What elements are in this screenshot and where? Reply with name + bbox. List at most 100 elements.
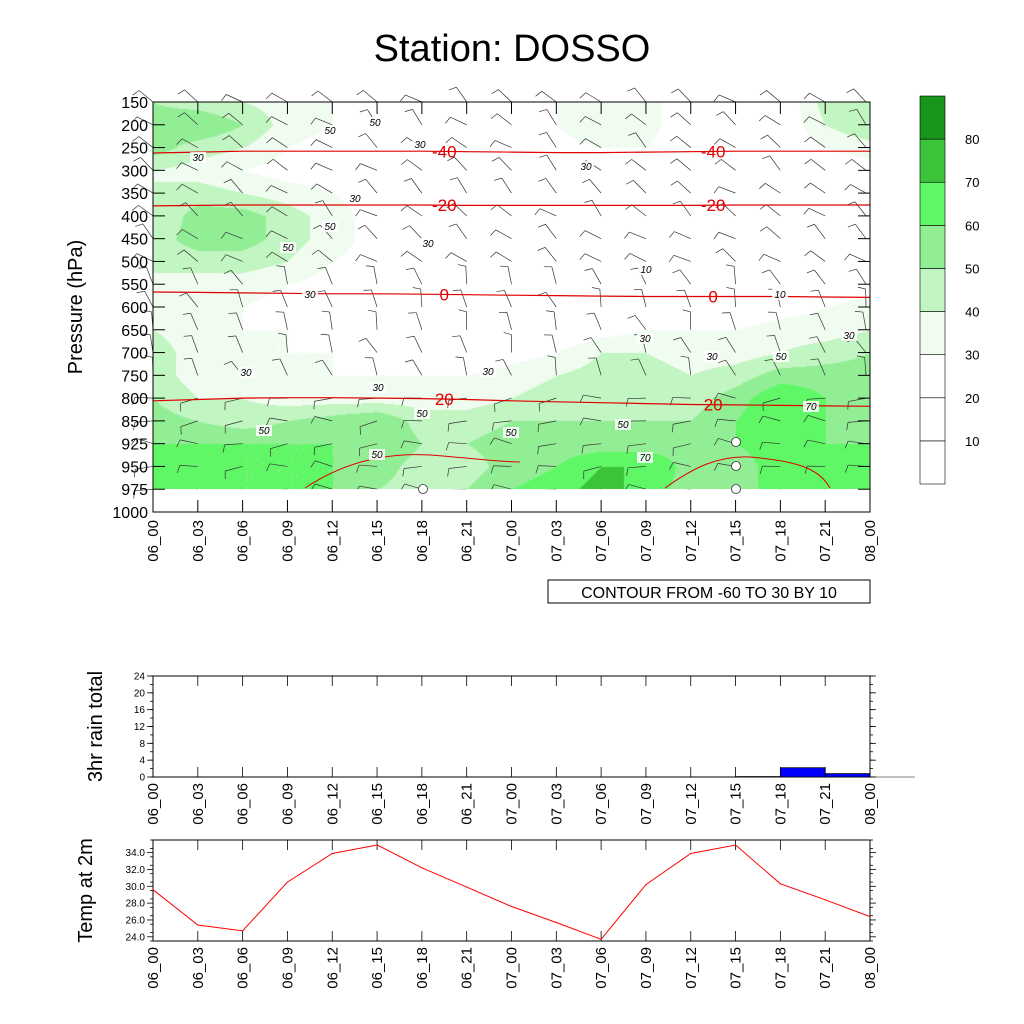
y-tick-label: 0 <box>139 773 145 784</box>
missing-data-marker <box>418 484 428 494</box>
wind-barb-flag <box>355 163 361 171</box>
wind-barb-flag <box>537 446 539 455</box>
wind-barb-flag <box>627 315 636 319</box>
contour-label-bg <box>370 382 386 393</box>
humidity-contour-labels: 50 50 30 30 50 30 30 30 10 10 50 30 30 30 30 30 30 50 50 50… <box>190 117 857 464</box>
y-tick-label: 20 <box>134 688 146 699</box>
wind-barb-flag <box>135 223 144 227</box>
y-tick-label: 950 <box>121 459 148 476</box>
wind-barb-flag <box>355 254 361 262</box>
wind-barb <box>848 397 867 402</box>
x-tick-label: 08_00 <box>862 947 879 989</box>
temperature-point <box>197 924 199 926</box>
wind-barb <box>407 159 423 171</box>
wind-barb <box>641 289 647 308</box>
wind-barb-flag <box>670 158 678 164</box>
wind-barb <box>854 201 867 217</box>
x-tick-label: 08_00 <box>862 783 879 825</box>
wind-barb <box>538 443 557 447</box>
wind-barb <box>493 420 512 424</box>
y-tick-label: 12 <box>134 722 146 733</box>
colorbar-box <box>919 354 946 399</box>
wind-barb <box>271 185 288 194</box>
wind-barb <box>769 269 781 285</box>
humidity-contour-label: 50 <box>324 222 336 233</box>
wind-barb-flag <box>144 355 153 358</box>
wind-barb <box>463 357 468 376</box>
y-tick-label: 26.0 <box>126 915 146 926</box>
humidity-contour-label: 50 <box>505 428 517 439</box>
x-tick-label: 07_03 <box>548 783 565 825</box>
wind-barb <box>138 90 154 103</box>
panel-frame <box>152 675 871 778</box>
wind-barb-flag <box>809 336 817 339</box>
wind-barb-flag <box>848 268 857 272</box>
contour-label-bg <box>238 367 254 378</box>
wind-barb-flag <box>669 462 674 470</box>
wind-barb <box>226 94 243 103</box>
wind-barb-flag <box>315 200 323 204</box>
wind-barb-flag <box>726 287 735 290</box>
humidity-contour-label: 30 <box>372 383 384 394</box>
wind-barb <box>814 269 826 285</box>
wind-barb <box>584 253 602 262</box>
wind-barb-flag <box>131 253 138 260</box>
wind-barb-flag <box>313 401 315 410</box>
y-tick-label: 650 <box>121 323 148 340</box>
y-tick-label: 8 <box>139 739 145 750</box>
wind-barb <box>375 311 378 330</box>
wind-barb-flag <box>401 397 405 406</box>
wind-barb-flag <box>356 464 360 473</box>
wind-barbs <box>131 86 867 503</box>
wind-barb <box>725 337 736 353</box>
wind-barb-flag <box>220 254 227 262</box>
x-tick-label: 07_03 <box>548 520 565 562</box>
wind-barb-flag <box>844 184 851 191</box>
wind-barb <box>629 231 647 239</box>
wind-barb-flag <box>539 109 547 113</box>
wind-barb-flag <box>220 232 227 239</box>
wind-barb-flag <box>854 311 863 313</box>
wind-barb <box>360 254 378 262</box>
wind-barb <box>456 87 467 103</box>
humidity-contour-label: 50 <box>369 118 381 129</box>
x-tick-label: 06_15 <box>369 947 386 989</box>
wind-barb-flag <box>625 159 632 165</box>
wind-barb <box>273 158 288 171</box>
y-tick-label: 24 <box>134 672 146 683</box>
wind-barb-flag <box>182 312 191 315</box>
wind-barb-flag <box>311 90 319 97</box>
wind-barb <box>853 88 867 103</box>
contour-label-bg <box>638 264 654 275</box>
wind-barb <box>676 135 691 148</box>
wind-barb <box>360 163 378 171</box>
wind-barb-flag <box>180 426 182 435</box>
colorbar-box <box>919 181 946 226</box>
wind-barb <box>599 289 602 308</box>
wind-barb <box>224 443 243 446</box>
contour-label-bg <box>367 117 383 128</box>
wind-barb <box>185 202 199 217</box>
wind-barb <box>766 204 781 217</box>
colorbar-box <box>919 138 946 183</box>
y-tick-label: 4 <box>139 756 145 767</box>
temperature-contour-label: 0 <box>440 285 449 304</box>
wind-barb <box>230 179 243 194</box>
wind-barb-flag <box>272 290 281 292</box>
temperature-point <box>869 915 871 918</box>
wind-barb <box>862 311 867 330</box>
wind-barb <box>359 443 378 449</box>
wind-barb <box>225 254 243 262</box>
wind-barb-flag <box>764 358 773 362</box>
wind-barb-flag <box>846 422 849 431</box>
wind-barb-flag <box>134 469 136 478</box>
x-tick-label: 06_03 <box>190 783 207 825</box>
wind-barb-flag <box>400 440 405 449</box>
contour-label-bg <box>412 139 428 150</box>
contour-label-bg <box>803 401 819 412</box>
wind-barb <box>318 249 333 262</box>
wind-barb <box>182 229 198 239</box>
wind-barb-flag <box>759 90 767 96</box>
humidity-contour-label: 30 <box>580 162 592 173</box>
y-tick-label: 24.0 <box>126 932 146 943</box>
